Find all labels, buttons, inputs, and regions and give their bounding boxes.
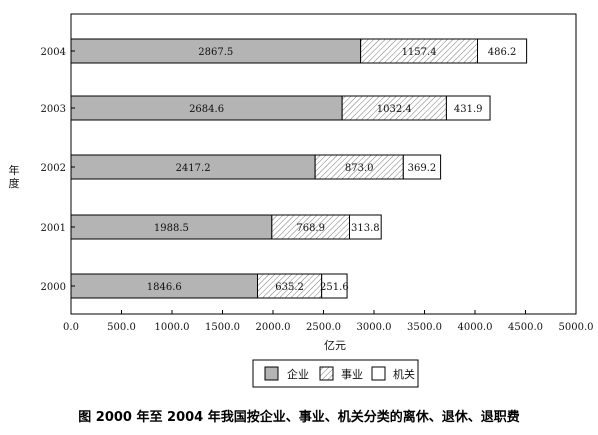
value-label-2002-series-3: 369.2 [408, 163, 437, 174]
bar-2001-series-3 [349, 214, 382, 240]
bar-2004-series-1 [70, 38, 362, 64]
y-axis-title: 年度 [9, 163, 20, 190]
value-label-2004-series-1: 2867.5 [198, 47, 233, 58]
chart-title: 图 2000 年至 2004 年我国按企业、事业、机关分类的离休、退休、退职费 [78, 410, 520, 425]
value-label-2001-series-1: 1988.5 [154, 223, 189, 234]
x-tick-label: 500.0 [107, 322, 136, 333]
x-tick-label: 4000.0 [458, 322, 493, 333]
value-label-2002-series-1: 2417.2 [176, 163, 211, 174]
x-tick-label: 3500.0 [407, 322, 442, 333]
legend-swatch-series-2 [319, 366, 334, 381]
x-axis-title: 亿元 [324, 339, 346, 352]
bar-2000-series-3 [321, 273, 348, 299]
bar-2002-series-2 [314, 154, 404, 180]
value-label-2003-series-2: 1032.4 [377, 104, 412, 115]
y-axis: 2004 2003 2002 2001 2000 [41, 47, 75, 293]
value-label-2001-series-2: 768.9 [296, 223, 325, 234]
x-axis: 0.0 500.0 1000.0 1500.0 2000.0 2500.0 3000.0 35… [63, 310, 594, 333]
bar-2003-series-2 [341, 95, 447, 121]
bars-layer: 2867.5 1157.4 486.2 2684.6 1032.4 431.9 2417.2… [70, 38, 528, 299]
legend-box [252, 359, 419, 388]
chart: 2867.5 1157.4 486.2 2684.6 1032.4 431.9 2417.2… [9, 13, 594, 388]
value-label-2003-series-1: 2684.6 [189, 104, 224, 115]
legend-label-series-3: 机关 [393, 367, 415, 381]
value-label-2000-series-2: 635.2 [275, 282, 304, 293]
value-label-2001-series-3: 313.8 [351, 223, 380, 234]
x-tick-label: 2000.0 [256, 322, 291, 333]
bar-2002-series-1 [70, 154, 316, 180]
bar-2002-series-3 [402, 154, 442, 180]
y-tick-label-2004: 2004 [41, 47, 66, 58]
bar-2001-series-2 [271, 214, 350, 240]
x-tick-label: 0.0 [63, 322, 79, 333]
value-label-2003-series-3: 431.9 [454, 104, 483, 115]
y-tick-label-2001: 2001 [41, 223, 66, 234]
bar-2003-series-3 [445, 95, 491, 121]
legend-label-series-1: 企业 [287, 367, 309, 381]
y-tick-label-2000: 2000 [41, 282, 66, 293]
bar-2000-series-1 [70, 273, 259, 299]
value-label-2004-series-3: 486.2 [488, 47, 517, 58]
x-tick-label: 2500.0 [306, 322, 341, 333]
legend-swatch-series-1 [264, 366, 279, 381]
value-label-2004-series-2: 1157.4 [402, 47, 437, 58]
value-label-2000-series-1: 1846.6 [147, 282, 182, 293]
bar-2000-series-2 [257, 273, 323, 299]
value-label-2002-series-2: 873.0 [345, 163, 374, 174]
y-tick-label-2002: 2002 [41, 163, 66, 174]
x-tick-label: 1500.0 [205, 322, 240, 333]
y-tick-label-2003: 2003 [41, 104, 66, 115]
value-label-2000-series-3: 251.6 [320, 282, 349, 293]
x-tick-label: 3000.0 [357, 322, 392, 333]
legend-swatch-series-3 [371, 366, 386, 381]
x-tick-label: 1000.0 [155, 322, 190, 333]
x-tick-label: 5000.0 [559, 322, 594, 333]
x-tick-label: 4500.0 [508, 322, 543, 333]
legend: 企业 事业 机关 [252, 359, 419, 388]
legend-label-series-2: 事业 [341, 368, 363, 381]
bar-2004-series-3 [477, 38, 528, 64]
